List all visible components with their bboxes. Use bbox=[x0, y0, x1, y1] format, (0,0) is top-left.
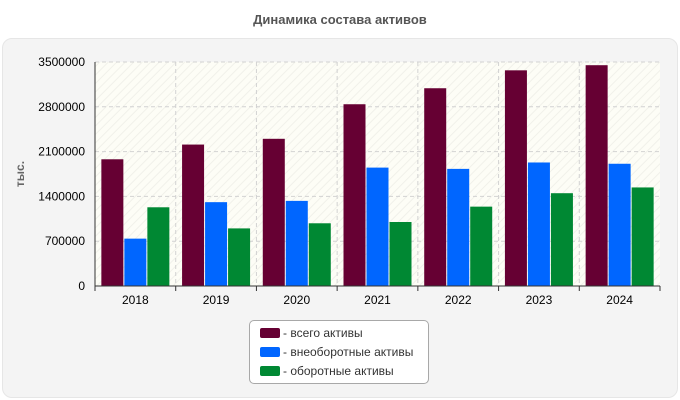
x-tick-labels: 2018 2019 2020 2021 2022 2023 2024 bbox=[122, 293, 633, 307]
bar-2024-series-1 bbox=[608, 163, 631, 286]
bar-2024-series-0 bbox=[585, 65, 608, 286]
y-tick-label: 3500000 bbox=[38, 55, 85, 69]
bar-2019-series-2 bbox=[228, 228, 251, 286]
y-tick-label: 2800000 bbox=[38, 100, 85, 114]
axes bbox=[94, 62, 661, 291]
bar-2018-series-2 bbox=[147, 207, 170, 286]
bar-2019-series-1 bbox=[205, 202, 228, 286]
legend-label-total-assets: - всего активы bbox=[283, 326, 363, 340]
bar-2021-series-0 bbox=[343, 104, 366, 287]
bar-2023-series-2 bbox=[550, 193, 573, 286]
y-tick-label: 0 bbox=[78, 279, 85, 293]
bar-2020-series-2 bbox=[308, 223, 331, 286]
y-tick-labels: 0 700000 1400000 2100000 2800000 3500000 bbox=[38, 55, 85, 293]
x-tick-label-2020: 2020 bbox=[283, 293, 310, 307]
legend-item-total-assets: - всего активы bbox=[260, 325, 363, 341]
bar-2020-series-1 bbox=[285, 200, 308, 286]
bar-2019-series-0 bbox=[182, 144, 205, 286]
bar-2023-series-0 bbox=[504, 70, 527, 286]
legend-label-noncurrent-assets: - внеоборотные активы bbox=[283, 345, 414, 359]
bar-2021-series-1 bbox=[366, 167, 389, 286]
legend: - всего активы - внеоборотные активы - о… bbox=[249, 320, 429, 384]
y-tick-label: 2100000 bbox=[38, 145, 85, 159]
bar-2020-series-0 bbox=[262, 138, 285, 286]
x-tick-label-2023: 2023 bbox=[526, 293, 553, 307]
y-tick-label: 1400000 bbox=[38, 189, 85, 203]
x-tick-label-2019: 2019 bbox=[203, 293, 230, 307]
legend-item-current-assets: - оборотные активы bbox=[260, 363, 394, 379]
bar-2024-series-2 bbox=[631, 187, 654, 286]
legend-item-noncurrent-assets: - внеоборотные активы bbox=[260, 344, 413, 360]
bar-2018-series-0 bbox=[101, 159, 124, 286]
y-tick-label: 700000 bbox=[45, 234, 85, 248]
bar-2022-series-1 bbox=[447, 168, 470, 286]
legend-swatch-total-assets bbox=[260, 328, 280, 338]
bar-2023-series-1 bbox=[527, 162, 550, 286]
x-tick-label-2024: 2024 bbox=[606, 293, 633, 307]
bar-2022-series-0 bbox=[424, 88, 447, 287]
bars bbox=[101, 65, 654, 287]
bar-2018-series-1 bbox=[124, 238, 147, 286]
bar-2022-series-2 bbox=[470, 206, 493, 286]
bar-2021-series-2 bbox=[389, 222, 412, 286]
x-tick-label-2022: 2022 bbox=[445, 293, 472, 307]
chart-title: Динамика состава активов bbox=[253, 12, 427, 27]
x-tick-label-2021: 2021 bbox=[364, 293, 391, 307]
legend-label-current-assets: - оборотные активы bbox=[283, 364, 394, 378]
legend-swatch-noncurrent-assets bbox=[260, 347, 280, 357]
legend-swatch-current-assets bbox=[260, 366, 280, 376]
y-axis-label: тыс. bbox=[13, 161, 27, 187]
x-tick-label-2018: 2018 bbox=[122, 293, 149, 307]
